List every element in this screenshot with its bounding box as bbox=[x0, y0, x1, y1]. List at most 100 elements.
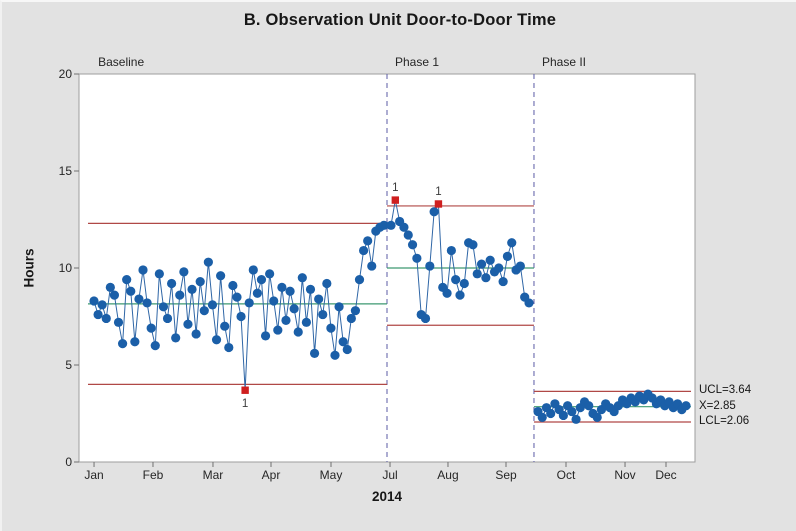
flag-label: 1 bbox=[392, 182, 398, 194]
data-point bbox=[277, 282, 287, 292]
y-tick-label: 20 bbox=[58, 67, 72, 81]
data-point bbox=[338, 337, 348, 347]
data-point bbox=[179, 267, 189, 277]
data-point bbox=[97, 300, 107, 310]
x-tick-label: Jul bbox=[382, 468, 398, 482]
data-point bbox=[175, 290, 185, 300]
x-tick-label: Feb bbox=[142, 468, 164, 482]
data-point bbox=[122, 275, 132, 285]
data-point bbox=[442, 288, 452, 298]
data-point bbox=[207, 300, 218, 310]
data-point bbox=[314, 294, 324, 304]
limit-annotation: UCL=3.64 bbox=[699, 384, 752, 397]
data-point bbox=[109, 290, 120, 300]
data-point bbox=[455, 290, 465, 300]
data-point bbox=[228, 280, 238, 291]
y-tick-label: 10 bbox=[58, 261, 72, 275]
data-point bbox=[187, 284, 197, 294]
data-point bbox=[216, 271, 226, 281]
data-point bbox=[429, 207, 439, 217]
data-point bbox=[281, 315, 291, 325]
x-tick-label: May bbox=[319, 468, 343, 482]
data-point bbox=[126, 286, 136, 296]
data-point bbox=[301, 317, 312, 327]
data-point bbox=[305, 284, 316, 294]
data-point bbox=[260, 331, 271, 341]
data-point bbox=[472, 269, 482, 279]
flagged-point bbox=[241, 386, 249, 394]
x-tick-label: Jan bbox=[84, 468, 104, 482]
phase-label: Phase II bbox=[541, 55, 587, 69]
data-point bbox=[498, 276, 508, 287]
x-tick-label: Apr bbox=[261, 468, 281, 482]
data-point bbox=[330, 350, 340, 360]
flag-label: 1 bbox=[435, 186, 441, 198]
data-point bbox=[494, 263, 504, 273]
data-point bbox=[232, 292, 242, 302]
data-point bbox=[269, 296, 279, 306]
data-point bbox=[546, 408, 556, 419]
data-point bbox=[158, 302, 169, 312]
data-point bbox=[150, 341, 160, 351]
y-tick-label: 15 bbox=[58, 164, 72, 178]
data-point bbox=[318, 309, 328, 320]
data-point bbox=[297, 273, 307, 283]
data-point bbox=[592, 412, 602, 422]
phase-label: Phase 1 bbox=[395, 55, 440, 69]
data-point bbox=[285, 286, 295, 296]
data-point bbox=[195, 276, 205, 287]
y-tick-label: 0 bbox=[65, 455, 72, 469]
data-point bbox=[468, 240, 478, 250]
data-point bbox=[265, 269, 275, 279]
data-point bbox=[399, 222, 409, 232]
limit-annotation: LCL=2.06 bbox=[699, 415, 750, 428]
data-point bbox=[681, 401, 691, 411]
x-tick-label: Dec bbox=[655, 468, 677, 482]
x-tick-label: Mar bbox=[202, 468, 224, 482]
data-point bbox=[481, 273, 491, 283]
data-point bbox=[138, 265, 148, 275]
x-tick-label: Aug bbox=[437, 468, 459, 482]
data-point bbox=[326, 323, 336, 333]
data-point bbox=[289, 304, 299, 314]
data-point bbox=[142, 298, 152, 308]
data-point bbox=[537, 412, 547, 422]
data-point bbox=[571, 414, 581, 424]
data-point bbox=[252, 288, 262, 298]
limit-annotation: X=2.85 bbox=[699, 399, 736, 412]
data-point bbox=[379, 220, 389, 230]
x-tick-label: Oct bbox=[556, 468, 576, 482]
data-point bbox=[211, 335, 222, 345]
data-point bbox=[485, 255, 495, 265]
data-point bbox=[134, 294, 144, 304]
data-point bbox=[89, 296, 99, 306]
data-point bbox=[459, 278, 469, 289]
data-point bbox=[167, 278, 177, 289]
flagged-point bbox=[391, 196, 400, 204]
data-point bbox=[162, 313, 173, 324]
data-point bbox=[273, 325, 283, 335]
data-point bbox=[101, 313, 111, 324]
data-point bbox=[224, 342, 234, 353]
data-point bbox=[346, 313, 356, 324]
chart-title: B. Observation Unit Door-to-Door Time bbox=[243, 11, 557, 29]
data-point bbox=[425, 261, 435, 271]
data-point bbox=[236, 311, 246, 322]
data-point bbox=[407, 240, 418, 250]
data-point bbox=[293, 327, 303, 337]
data-point bbox=[146, 323, 156, 333]
data-point bbox=[171, 333, 181, 343]
data-point bbox=[507, 238, 517, 248]
data-point bbox=[113, 317, 124, 327]
data-point bbox=[334, 302, 344, 312]
data-point bbox=[403, 230, 413, 240]
flag-label: 1 bbox=[242, 398, 248, 410]
data-point bbox=[354, 275, 365, 285]
x-tick-label: Nov bbox=[614, 468, 636, 482]
data-point bbox=[154, 269, 164, 279]
data-point bbox=[412, 253, 422, 263]
data-point bbox=[322, 278, 332, 289]
data-point bbox=[105, 282, 115, 292]
data-point bbox=[524, 298, 534, 308]
